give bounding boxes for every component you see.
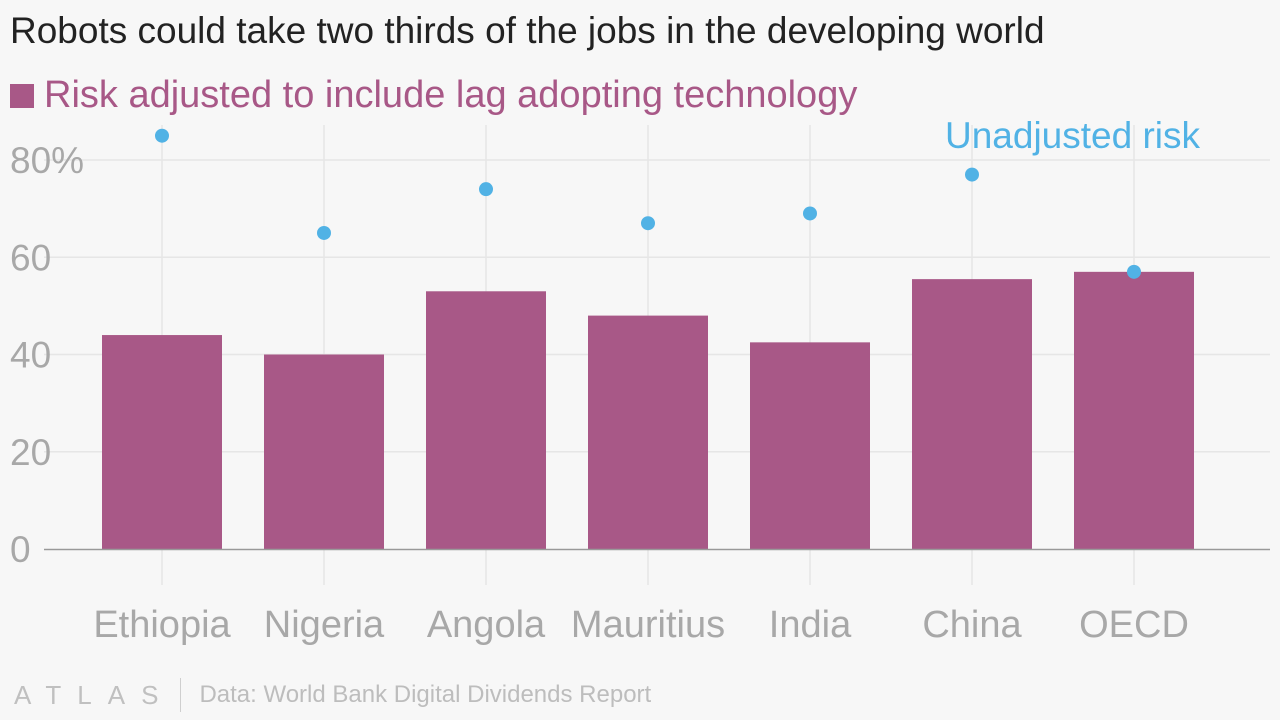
x-tick-label-china: China	[922, 604, 1022, 646]
bar-ethiopia	[102, 335, 222, 549]
y-tick-label-60: 60	[10, 237, 51, 278]
atlas-logo: ATLAS	[14, 679, 175, 710]
y-tick-label-80: 80%	[10, 140, 84, 181]
dot-angola	[479, 182, 493, 197]
label-layer: 0 20 40 60 80% Unadjusted risk Ethiopia Nigeria…	[10, 115, 1200, 646]
dot-mauritius	[641, 216, 655, 231]
bar-mauritius	[588, 315, 708, 549]
x-tick-label-mauritius: Mauritius	[571, 604, 725, 646]
bar-angola	[426, 291, 546, 549]
dot-layer	[155, 128, 1141, 279]
dot-china	[965, 167, 979, 182]
dot-ethiopia	[155, 128, 169, 143]
x-tick-label-oecd: OECD	[1079, 604, 1189, 646]
x-tick-label-angola: Angola	[427, 604, 546, 646]
source-note: Data: World Bank Digital Dividends Repor…	[199, 681, 652, 708]
chart-title: Robots could take two thirds of the jobs…	[10, 10, 1045, 51]
x-tick-label-india: India	[769, 604, 852, 646]
y-tick-label-40: 40	[10, 335, 51, 376]
legend-label-adjusted: Risk adjusted to include lag adopting te…	[44, 74, 858, 116]
bar-layer	[102, 271, 1194, 549]
bar-oecd	[1074, 271, 1194, 549]
bar-india	[750, 342, 870, 549]
legend-swatch-adjusted	[10, 83, 34, 108]
bar-nigeria	[264, 354, 384, 549]
dot-india	[803, 206, 817, 221]
y-tick-label-20: 20	[10, 432, 51, 473]
series-label-unadjusted: Unadjusted risk	[945, 115, 1201, 156]
bar-china	[912, 279, 1032, 549]
y-tick-label-0: 0	[10, 529, 31, 570]
footer-divider	[180, 678, 182, 712]
x-tick-label-ethiopia: Ethiopia	[93, 604, 231, 646]
dot-nigeria	[317, 225, 331, 240]
x-tick-label-nigeria: Nigeria	[264, 604, 385, 646]
legend: Risk adjusted to include lag adopting te…	[10, 74, 857, 117]
footer: ATLAS Data: World Bank Digital Dividends…	[14, 678, 651, 712]
dot-oecd	[1127, 264, 1141, 279]
